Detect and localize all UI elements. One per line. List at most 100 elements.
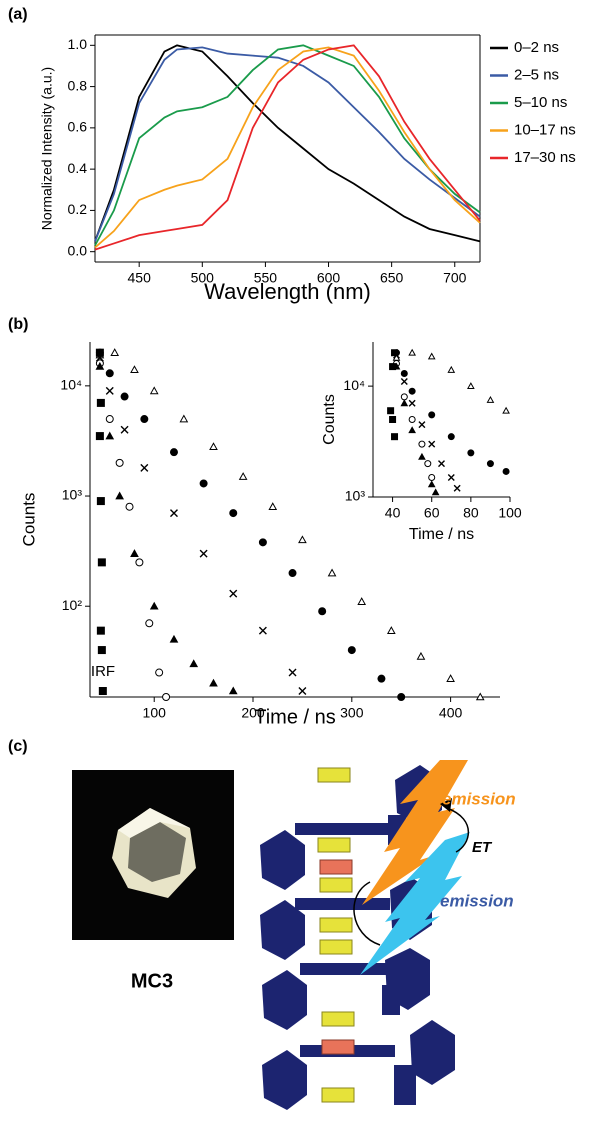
marker [408, 348, 416, 356]
marker [105, 431, 115, 440]
marker [418, 440, 426, 448]
marker [95, 348, 104, 357]
et-label: ET [472, 839, 493, 856]
panel-label: (a) [8, 6, 28, 23]
marker [189, 659, 199, 668]
line [94, 44, 481, 251]
marker [467, 382, 475, 390]
marker [391, 349, 399, 357]
y-tick-label: 10³ [345, 488, 366, 504]
y-tick-label: 1.0 [68, 36, 88, 52]
marker [105, 369, 114, 378]
marker [427, 480, 436, 488]
x-tick-label: 60 [424, 505, 440, 521]
marker [427, 352, 436, 360]
marker [97, 646, 106, 655]
x-tick-label: 80 [463, 505, 479, 521]
marker [347, 646, 356, 655]
y-tick-label: 0.8 [68, 77, 88, 93]
marker [258, 626, 267, 635]
x-tick-label: 40 [385, 505, 401, 521]
x-axis-label: Time / ns [409, 526, 474, 543]
line [94, 46, 481, 249]
marker [169, 448, 178, 457]
marker [96, 398, 105, 407]
emission-label: emission [440, 891, 514, 910]
marker [447, 433, 455, 441]
marker [288, 668, 297, 677]
marker [438, 460, 445, 468]
panel-label: (b) [8, 316, 28, 333]
marker [389, 363, 397, 371]
marker [424, 460, 432, 468]
marker [408, 426, 416, 434]
x-tick-label: 650 [380, 270, 404, 286]
marker [431, 488, 440, 496]
y-tick-label: 0.4 [68, 160, 88, 176]
marker [486, 395, 495, 403]
marker [447, 365, 456, 373]
marker [475, 692, 485, 701]
marker [400, 399, 409, 407]
legend-label: 2–5 ns [514, 66, 559, 83]
annotation: IRF [91, 663, 115, 680]
marker [209, 678, 218, 687]
marker [447, 473, 455, 481]
marker [95, 432, 104, 441]
marker [229, 589, 238, 598]
y-tick-label: 0.6 [68, 119, 88, 135]
marker [96, 626, 105, 635]
x-tick-label: 450 [128, 270, 152, 286]
marker [318, 607, 327, 616]
x-axis-label: Wavelength (nm) [204, 279, 371, 304]
marker [130, 549, 139, 557]
y-axis-label: Normalized Intensity (a.u.) [39, 67, 55, 230]
x-tick-label: 100 [498, 505, 522, 521]
marker [149, 601, 159, 610]
marker [387, 407, 395, 415]
marker [140, 415, 149, 424]
marker [288, 569, 297, 578]
marker [228, 686, 238, 695]
marker [486, 460, 494, 468]
marker [169, 634, 179, 643]
marker [238, 472, 248, 480]
panel-label: (c) [8, 738, 28, 755]
y-tick-label: 10⁴ [60, 377, 82, 393]
marker [357, 597, 367, 605]
marker [428, 440, 436, 448]
marker [453, 484, 461, 492]
x-tick-label: 300 [340, 705, 364, 721]
marker [115, 491, 124, 500]
marker [179, 414, 189, 423]
marker [428, 473, 436, 481]
crystal-photo [72, 770, 234, 940]
marker [386, 626, 396, 634]
marker [125, 502, 134, 511]
marker [120, 425, 129, 434]
x-tick-label: 200 [241, 705, 265, 721]
marker [428, 411, 436, 419]
marker [229, 509, 238, 518]
marker [400, 378, 408, 386]
marker [115, 458, 124, 467]
marker [135, 558, 144, 567]
marker [130, 365, 139, 374]
marker [199, 549, 208, 558]
marker [199, 479, 208, 488]
x-axis-label: Time / ns [254, 706, 336, 728]
marker [96, 497, 105, 506]
marker [408, 399, 416, 407]
x-tick-label: 100 [143, 705, 167, 721]
y-tick-label: 0.2 [68, 201, 88, 217]
legend-label: 17–30 ns [514, 149, 576, 166]
line [94, 46, 481, 242]
marker [155, 668, 164, 677]
y-tick-label: 10³ [62, 487, 83, 503]
y-axis-label: Counts [321, 394, 338, 445]
marker [120, 392, 129, 401]
marker [145, 619, 154, 628]
structure-diagram [260, 760, 470, 1110]
marker [377, 674, 386, 683]
legend-label: 10–17 ns [514, 121, 576, 138]
